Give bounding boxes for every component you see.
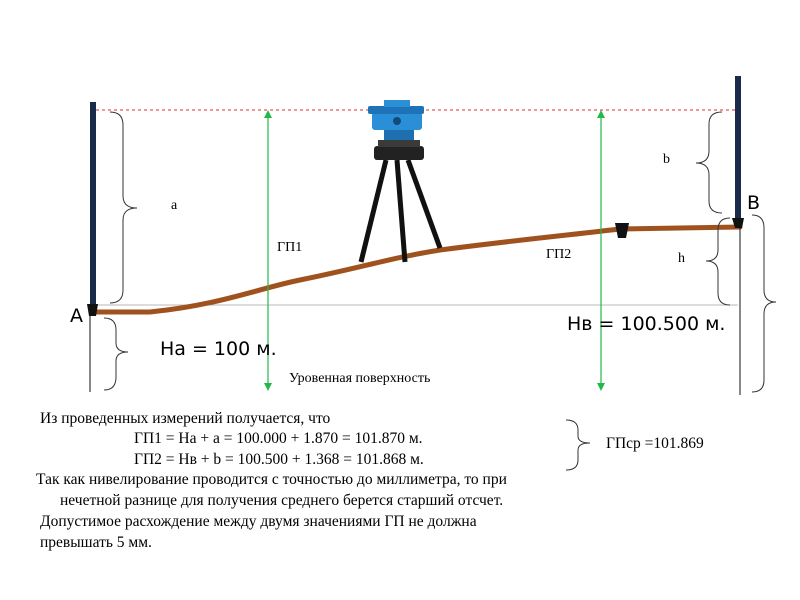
staff-b (735, 76, 741, 224)
paragraph-2-line-1: Допустимое расхождение между двумя значе… (40, 513, 477, 530)
brace-h (705, 217, 731, 306)
brace-a (109, 111, 138, 304)
staff-a-foot (87, 304, 98, 316)
elevation-a-label: На = 100 м. (160, 338, 277, 360)
paragraph-2-line-2: превышать 5 мм. (40, 534, 152, 551)
gp-average: ГПср =101.869 (606, 435, 704, 452)
reading-b-label: b (663, 152, 670, 167)
height-difference-label: h (678, 251, 685, 266)
paragraph-1-line-1: Так как нивелирование проводится с точно… (36, 471, 507, 488)
formula-gp1: ГП1 = На + a = 100.000 + 1.870 = 101.870… (134, 430, 423, 447)
turning-point-marker (615, 223, 629, 238)
level-instrument (358, 100, 443, 263)
elevation-b-label: Нв = 100.500 м. (567, 313, 726, 335)
brace-hb (751, 214, 777, 393)
dimension-gp2 (597, 110, 605, 391)
point-b-label: B (747, 192, 761, 214)
gp1-label: ГП1 (277, 240, 303, 255)
gp2-label: ГП2 (546, 247, 572, 262)
formula-gp2: ГП2 = Нв + b = 100.500 + 1.368 = 101.868… (134, 451, 424, 468)
intro-text: Из проведенных измерений получается, что (40, 410, 331, 427)
paragraph-1-line-2: нечетной разнице для получения среднего … (60, 492, 504, 509)
terrain-profile (89, 224, 743, 315)
staff-b-foot (732, 218, 744, 228)
dimension-gp1 (264, 110, 272, 391)
brace-ha (103, 317, 129, 391)
staff-a (90, 102, 96, 306)
point-a-label: A (70, 305, 83, 327)
level-surface-label: Уровенная поверхность (289, 371, 431, 386)
reading-a-label: a (171, 198, 178, 213)
brace-formulas (565, 419, 591, 471)
brace-b (695, 111, 723, 214)
